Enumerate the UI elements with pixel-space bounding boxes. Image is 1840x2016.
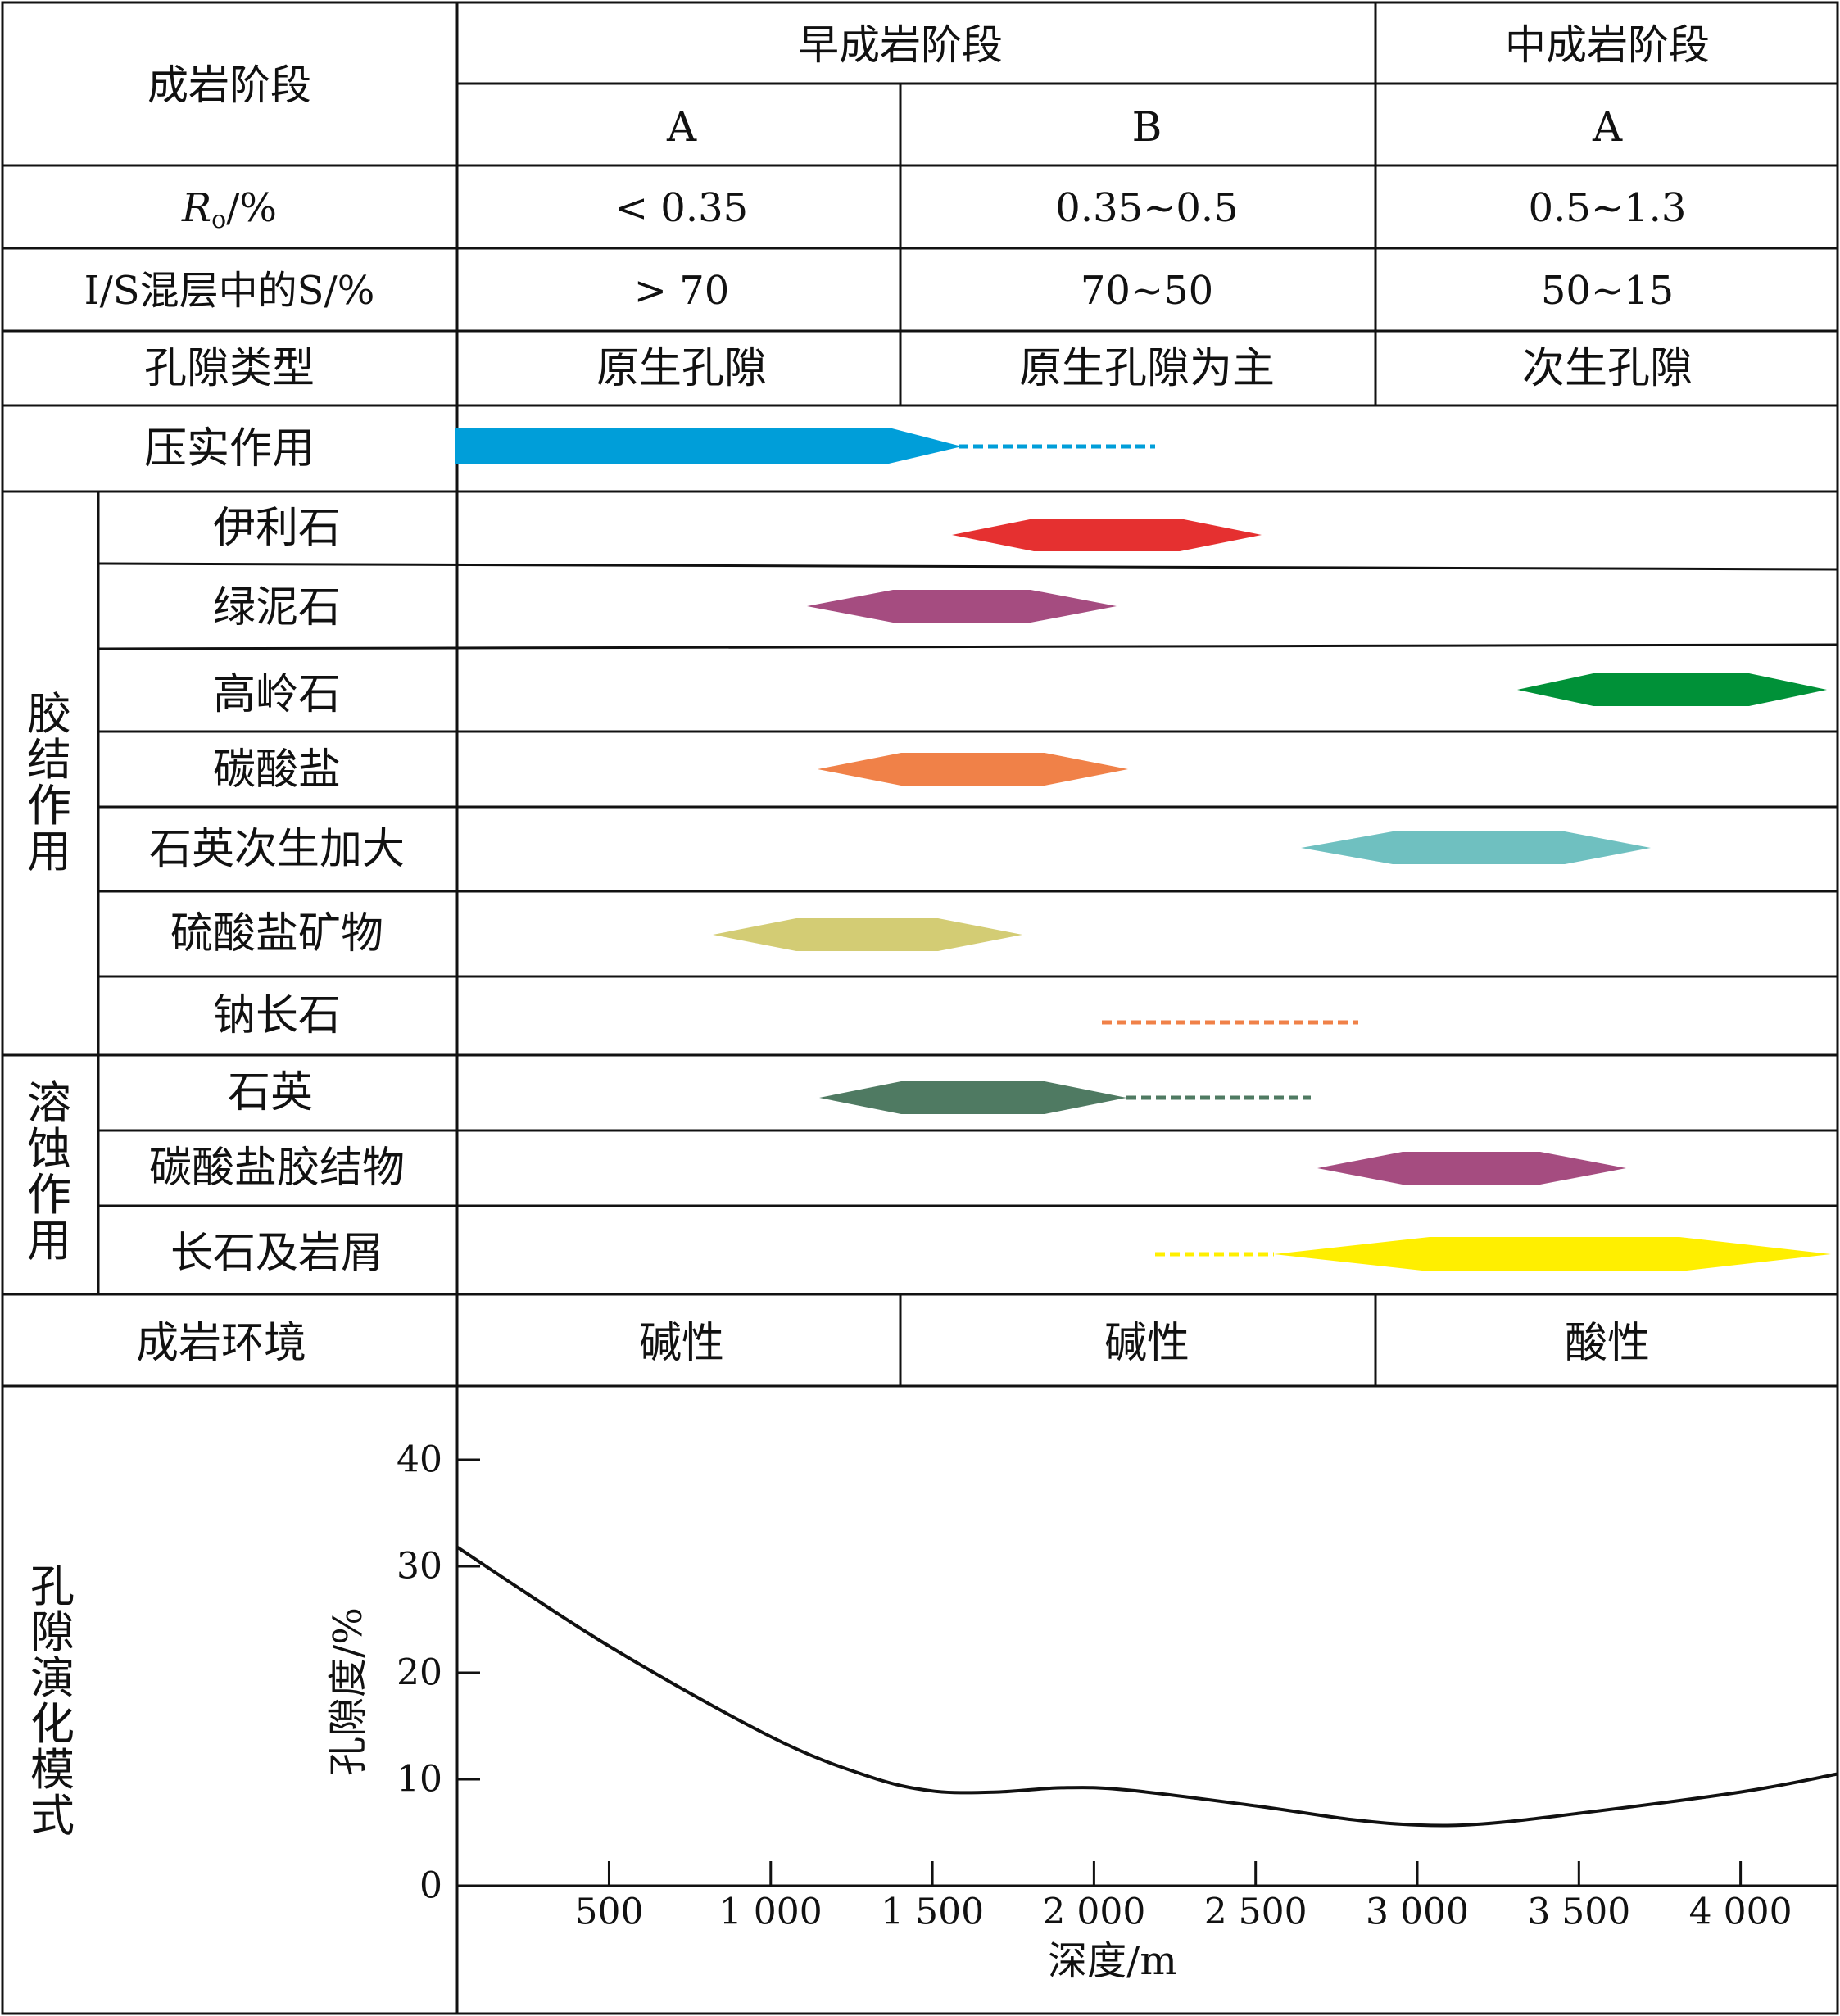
cement-label-chlorite: 绿泥石 bbox=[213, 583, 341, 632]
pore-type-row: 孔隙类型 原生孔隙 原生孔隙为主 次生孔隙 bbox=[144, 344, 1693, 393]
porosity-curve bbox=[455, 1545, 1838, 1828]
substage-a2: A bbox=[1592, 103, 1623, 151]
cement-label-kaolinite: 高岭石 bbox=[213, 670, 341, 719]
x-tick-label: 500 bbox=[574, 1891, 643, 1933]
is-row: I/S混层中的S/% > 70 70~50 50~15 bbox=[84, 268, 1675, 314]
porosity-model-label: 孔隙演化模式 bbox=[30, 1561, 75, 1842]
y-tick-label: 40 bbox=[397, 1439, 442, 1481]
porosity-chart: 0 10 20 30 40 500 1 000 1 500 2 000 2 500 3 000 3 5… bbox=[325, 1439, 1838, 1984]
x-tick-label: 1 500 bbox=[881, 1891, 984, 1933]
bar-feldspar-debris bbox=[1274, 1237, 1831, 1271]
x-tick-label: 3 000 bbox=[1366, 1891, 1469, 1933]
cement-label-sulfate: 硫酸盐矿物 bbox=[170, 909, 383, 958]
substage-a1: A bbox=[666, 103, 697, 151]
dissolution-labels: 石英 碳酸盐胶结物 长石及岩屑 bbox=[149, 1068, 405, 1278]
middle-stage-label: 中成岩阶段 bbox=[1505, 21, 1710, 69]
substage-b: B bbox=[1132, 103, 1162, 151]
x-axis-label: 深度/m bbox=[1048, 1938, 1177, 1984]
ro-label-main: R bbox=[181, 185, 211, 231]
pore-type-value-3: 次生孔隙 bbox=[1522, 344, 1693, 393]
y-tick-label: 10 bbox=[397, 1759, 442, 1801]
dissolve-label-feldspar-debris: 长石及岩屑 bbox=[170, 1229, 383, 1278]
stage-label: 成岩阶段 bbox=[147, 61, 311, 109]
is-value-2: 70~50 bbox=[1081, 268, 1213, 314]
bar-quartz-dissolution bbox=[819, 1081, 1126, 1114]
bar-illite bbox=[952, 519, 1262, 551]
y-tick-label: 20 bbox=[397, 1652, 442, 1694]
ro-label-sub: o bbox=[211, 206, 226, 234]
cement-label-albite: 钠长石 bbox=[213, 991, 341, 1040]
cementation-group-label: 胶结作用 bbox=[27, 688, 71, 877]
ro-label: Ro/% bbox=[181, 185, 277, 234]
is-value-3: 50~15 bbox=[1541, 268, 1674, 314]
x-tick-label: 4 000 bbox=[1689, 1891, 1792, 1933]
cementation-labels: 伊利石 绿泥石 高岭石 碳酸盐 石英次生加大 硫酸盐矿物 钠长石 bbox=[149, 504, 405, 1040]
early-stage-label: 早成岩阶段 bbox=[798, 21, 1003, 69]
dissolve-label-quartz: 石英 bbox=[228, 1068, 313, 1117]
environment-value-2: 碱性 bbox=[1104, 1319, 1190, 1368]
ro-row: Ro/% < 0.35 0.35~0.5 0.5~1.3 bbox=[181, 185, 1686, 234]
x-tick-label: 2 500 bbox=[1204, 1891, 1307, 1933]
process-bars bbox=[713, 519, 1831, 1271]
compaction-bar bbox=[455, 428, 959, 464]
y-tick-label: 30 bbox=[397, 1546, 442, 1588]
environment-row: 成岩环境 碱性 碱性 酸性 bbox=[136, 1319, 1650, 1368]
pore-type-value-1: 原生孔隙 bbox=[596, 344, 767, 393]
dissolution-group-label: 溶蚀作用 bbox=[27, 1077, 71, 1266]
cement-label-illite: 伊利石 bbox=[213, 504, 341, 553]
bar-sulfate bbox=[713, 918, 1022, 951]
header: 成岩阶段 早成岩阶段 中成岩阶段 A B A bbox=[147, 21, 1710, 151]
cement-label-carbonate: 碳酸盐 bbox=[213, 745, 341, 795]
pore-type-value-2: 原生孔隙为主 bbox=[1019, 344, 1275, 393]
environment-label: 成岩环境 bbox=[136, 1319, 306, 1368]
environment-value-1: 碱性 bbox=[639, 1319, 724, 1368]
bar-quartz-overgrowth bbox=[1301, 831, 1651, 864]
dissolve-label-carbonate-cement: 碳酸盐胶结物 bbox=[149, 1144, 405, 1193]
x-tick-label: 1 000 bbox=[719, 1891, 823, 1933]
compaction-label: 压实作用 bbox=[144, 424, 315, 473]
environment-value-3: 酸性 bbox=[1565, 1319, 1650, 1368]
ro-value-3: 0.5~1.3 bbox=[1529, 185, 1687, 231]
ro-value-2: 0.35~0.5 bbox=[1055, 185, 1238, 231]
bar-kaolinite bbox=[1517, 673, 1827, 706]
pore-type-label: 孔隙类型 bbox=[144, 344, 315, 393]
x-tick-label: 2 000 bbox=[1042, 1891, 1145, 1933]
ro-value-1: < 0.35 bbox=[615, 185, 748, 231]
ro-label-unit: /% bbox=[226, 185, 277, 231]
is-label: I/S混层中的S/% bbox=[84, 268, 375, 314]
bar-carbonate bbox=[818, 753, 1128, 786]
y-tick-label: 0 bbox=[419, 1865, 442, 1907]
is-value-1: > 70 bbox=[634, 268, 730, 314]
x-tick-label: 3 500 bbox=[1527, 1891, 1630, 1933]
cement-label-quartz-overgrowth: 石英次生加大 bbox=[149, 825, 405, 874]
bar-carbonate-cement-dissolution bbox=[1317, 1152, 1626, 1185]
bar-chlorite bbox=[807, 590, 1117, 623]
y-axis-label: 孔隙度/% bbox=[325, 1607, 371, 1776]
